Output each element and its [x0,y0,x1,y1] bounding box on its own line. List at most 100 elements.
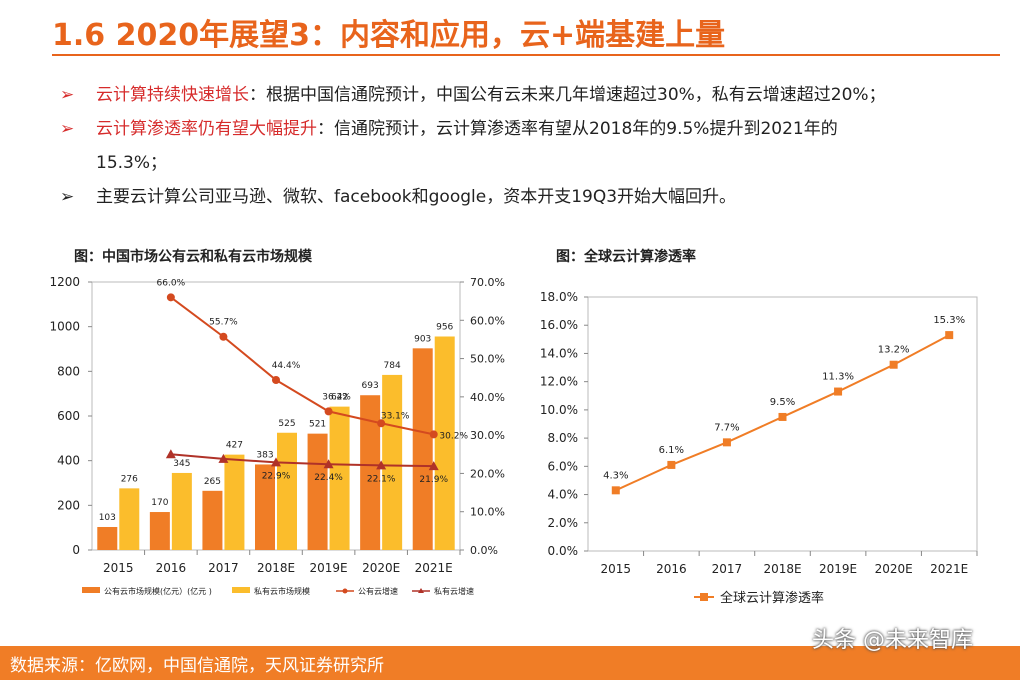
chart2-y-tick-label: 6.0% [548,459,579,473]
chart1-legend-label: 公有云增速 [358,586,398,596]
chart1-left-tick-label: 200 [57,498,80,512]
penetration-label: 11.3% [822,372,854,383]
chart1-left-tick-label: 800 [57,364,80,378]
public-cloud-bar [255,464,275,550]
penetration-label: 9.5% [770,397,795,408]
title-divider [52,54,1000,56]
chart1-legend-label: 私有云增速 [434,586,474,596]
penetration-point [889,360,898,369]
private-growth-label: 22.9% [262,471,291,481]
chart2-x-tick-label: 2018E [763,562,801,576]
chart2-y-tick-label: 18.0% [540,290,578,304]
arrow-bullet-icon: ➢ [60,187,75,207]
private-cloud-bar-label: 276 [121,474,138,484]
private-growth-point [428,461,439,471]
chart1-legend-swatch [232,587,250,593]
public-cloud-bar-label: 693 [362,381,379,391]
public-growth-label: 30.2% [439,431,468,441]
private-cloud-bar [434,336,455,550]
chart2-x-tick-label: 2020E [875,562,913,576]
chart2-x-tick-label: 2017 [712,562,743,576]
private-growth-line [170,453,434,468]
public-growth-label: 44.4% [272,361,301,371]
public-growth-point [272,376,280,385]
chart2-y-tick-label: 2.0% [548,516,579,530]
chart1-right-tick-label: 60.0% [470,314,505,327]
public-growth-label: 55.7% [209,318,238,328]
private-growth-label: 22.1% [367,474,396,484]
public-growth-point [377,419,386,428]
penetration-point [945,331,954,340]
bullet-text: ：根据中国信通院预计，中国公有云未来几年增速超过30%，私有云增速超过20%； [249,85,886,105]
public-cloud-bar [412,348,433,550]
public-cloud-bar [97,526,118,550]
chart1-x-tick-label: 2016 [156,561,187,575]
public-growth-point [166,293,175,302]
chart1-legend-marker [342,588,348,594]
penetration-point [834,387,843,396]
private-cloud-bar-label: 642 [331,393,348,403]
chart1-right-tick-label: 70.0% [470,276,505,289]
private-cloud-bar [224,454,245,550]
private-cloud-bar [382,374,403,550]
public-growth-point [429,430,438,439]
chart2-y-tick-label: 0.0% [548,544,579,558]
public-cloud-bar-label: 265 [204,477,221,487]
public-cloud-bar [307,433,328,550]
chart2-plot-border [587,296,978,552]
penetration-label: 4.3% [603,470,628,481]
watermark: 头条 @未来智库 [812,628,973,653]
chart1-legend-label: 私有云市场规模 [254,586,310,596]
chart1-legend-label: 公有云市场规模(亿元）(亿元 ) [104,586,212,596]
penetration-label: 15.3% [933,315,965,326]
chart2-x-tick-label: 2016 [656,562,687,576]
penetration-label: 6.1% [659,445,684,456]
chart2-x-tick-label: 2019E [819,562,857,576]
chart1-x-tick-label: 2020E [362,561,400,575]
slide-title: 1.6 2020年展望3：内容和应用，云+端基建上量 [52,18,726,53]
chart1-left-tick-label: 400 [57,454,80,468]
public-growth-point [324,407,333,416]
chart1-left-tick-label: 0 [72,543,80,557]
public-growth-label: 36.2% [322,392,351,402]
private-growth-point [218,453,229,463]
penetration-point [667,460,676,469]
private-growth-point [271,457,281,467]
chart1-right-tick-label: 10.0% [470,506,505,519]
private-cloud-bar [277,432,297,550]
penetration-line [615,334,950,492]
chart1-right-tick-label: 30.0% [470,429,505,442]
chart2-y-tick-label: 16.0% [540,318,578,332]
private-cloud-bar-label: 525 [278,419,295,429]
public-cloud-bar-label: 903 [414,334,431,344]
chart2-y-tick-label: 10.0% [540,403,578,417]
chart1-left-tick-label: 1000 [49,320,80,334]
private-cloud-bar [119,488,140,550]
private-cloud-bar [329,406,350,550]
bullet-text: ：信通院预计，云计算渗透率有望从2018年的9.5%提升到2021年的 [317,119,838,139]
chart2-y-tick-label: 4.0% [548,488,579,502]
bullet-list: ➢ 云计算持续快速增长：根据中国信通院预计，中国公有云未来几年增速超过30%，私… [60,78,1000,214]
arrow-bullet-icon: ➢ [60,85,75,105]
chart2-y-tick-label: 14.0% [540,346,578,360]
public-cloud-bar-label: 521 [309,420,326,430]
public-cloud-bar [149,512,170,550]
chart1-x-tick-label: 2021E [415,561,453,575]
private-growth-label: 22.4% [314,473,343,483]
bullet-item: ➢ 主要云计算公司亚马逊、微软、facebook和google，资本开支19Q3… [60,180,1000,214]
footer-band [0,646,1020,680]
chart1-right-tick-label: 0.0% [470,544,498,557]
chart2-y-tick-label: 12.0% [540,375,578,389]
private-cloud-bar-label: 345 [173,459,190,469]
private-cloud-bar-label: 427 [226,441,243,451]
chart2-legend-label: 全球云计算渗透率 [720,590,824,606]
public-growth-point [219,332,228,341]
chart1-x-tick-label: 2018E [257,561,295,575]
private-growth-label: 21.9% [419,475,448,485]
chart1-right-tick-label: 40.0% [470,391,505,404]
chart2-legend-marker [700,593,708,601]
chart1-left-tick-label: 600 [57,409,80,423]
public-growth-label: 66.0% [157,278,186,288]
chart1-legend-swatch [82,587,100,593]
public-cloud-bar-label: 383 [256,450,273,460]
